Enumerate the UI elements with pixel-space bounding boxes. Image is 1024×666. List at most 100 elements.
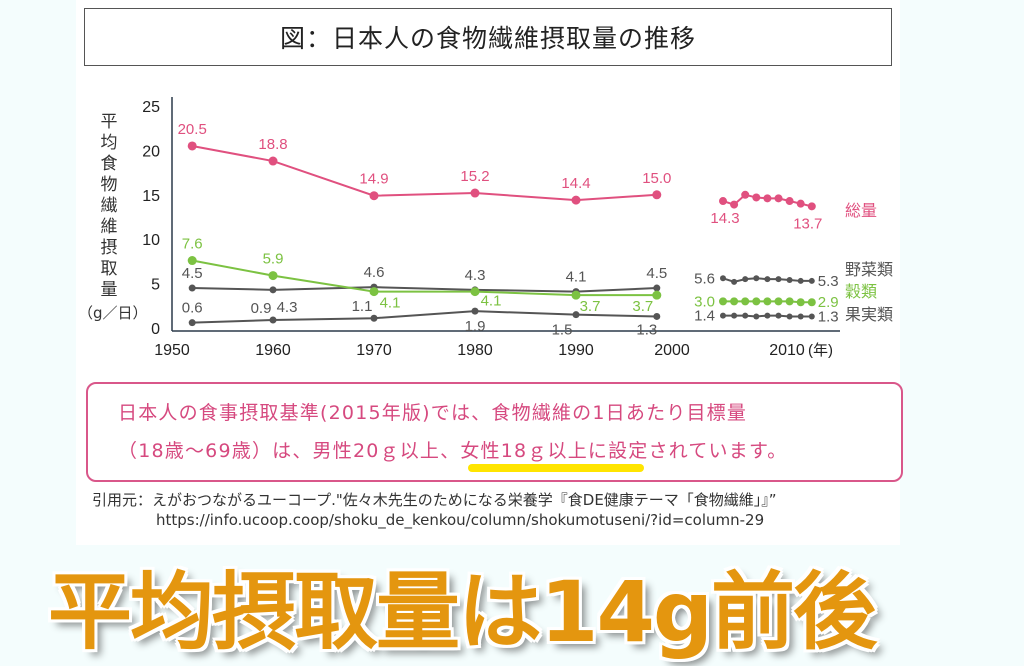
chart-title-box: 図：日本人の食物繊維摂取量の推移 [84, 8, 892, 66]
chart-title: 図：日本人の食物繊維摂取量の推移 [279, 24, 696, 53]
data-point [807, 202, 816, 211]
x-axis-unit: (年) [808, 342, 833, 359]
data-label: 5.6 [694, 270, 715, 287]
x-tick-label: 1990 [558, 342, 594, 359]
data-point [187, 141, 197, 151]
data-label: 0.9 [251, 300, 272, 317]
data-point [797, 277, 804, 284]
y-tick-label: 0 [151, 321, 160, 338]
data-point [652, 290, 662, 300]
data-point [571, 290, 581, 300]
data-label: 14.3 [710, 210, 739, 227]
series-line-1-early [192, 286, 657, 293]
data-label: 20.5 [178, 121, 207, 138]
data-label: 18.8 [258, 136, 287, 153]
data-point [571, 195, 581, 205]
data-label: 4.6 [364, 264, 385, 281]
data-point [785, 197, 794, 206]
data-label: 2.9 [818, 294, 839, 311]
data-point [719, 197, 727, 206]
data-label: 4.1 [380, 295, 401, 312]
y-axis-unit: （g／日） [78, 304, 148, 322]
series-group [187, 141, 816, 327]
data-point [753, 313, 760, 320]
data-label: 14.4 [561, 175, 590, 192]
data-point [370, 314, 378, 322]
labels-group: 20.5 18.8 14.9 15.2 14.4 15.0 14.3 13.7 総量 4.5 4.3… [178, 121, 893, 339]
data-point [572, 311, 580, 319]
x-tick-label: 1970 [356, 342, 392, 359]
legend-1: 野菜類 [845, 261, 893, 279]
line-chart: 0 5 10 15 20 25 1950 1960 1970 1980 1990 2000 2010 (年… [142, 97, 893, 359]
series-line-2-early [192, 259, 657, 297]
data-point [653, 312, 661, 320]
data-label: 3.0 [694, 293, 715, 310]
data-point [752, 193, 761, 202]
data-point [731, 278, 738, 285]
series-line-3-early [192, 310, 657, 324]
data-label: 1.9 [465, 318, 486, 335]
data-point [774, 297, 783, 306]
data-label: 5.9 [263, 251, 284, 268]
data-point [741, 190, 750, 199]
data-label: 4.5 [182, 265, 203, 282]
y-tick-label: 10 [142, 232, 160, 249]
data-point [753, 275, 760, 282]
data-label: 5.3 [818, 273, 839, 290]
data-point [808, 313, 815, 320]
note-line-1: 日本人の食事摂取基準(2015年版)では、食物繊維の1日あたり目標量 [118, 402, 748, 424]
data-label: 1.5 [552, 322, 573, 339]
data-point [187, 256, 197, 266]
data-point [653, 284, 661, 292]
data-point [808, 277, 815, 284]
data-label: 14.9 [359, 171, 388, 188]
data-point [763, 194, 772, 203]
data-point [652, 190, 662, 200]
data-label: 1.1 [352, 298, 373, 315]
x-tick-label: 2010 [769, 342, 805, 359]
data-point [786, 313, 793, 320]
data-point [730, 297, 739, 306]
headline: 平均摂取量は14g前後 [48, 563, 877, 661]
data-point [785, 297, 794, 306]
y-tick-label: 15 [142, 188, 160, 205]
data-point [730, 200, 739, 209]
y-axis-label: 平均食物繊維摂取量 [100, 112, 118, 300]
x-tick-label: 1960 [255, 342, 291, 359]
data-point [470, 287, 480, 297]
x-tick-label: 1980 [457, 342, 493, 359]
y-tick-label: 5 [151, 277, 160, 294]
data-point [797, 313, 804, 320]
x-tick-label: 2000 [654, 342, 690, 359]
data-label: 4.5 [646, 265, 667, 282]
data-label: 1.3 [636, 321, 657, 338]
data-label: 7.6 [182, 236, 203, 253]
citation-url[interactable]: https://info.ucoop.coop/shoku_de_kenkou/… [156, 511, 765, 529]
data-point [269, 316, 277, 324]
data-label: 3.7 [580, 298, 601, 315]
data-point [774, 194, 783, 203]
data-point [741, 297, 750, 306]
axes: 0 5 10 15 20 25 1950 1960 1970 1980 1990 2000 2010 (年… [142, 97, 840, 359]
legend-3: 果実類 [845, 306, 893, 324]
highlight-underline [468, 464, 644, 472]
data-label: 13.7 [793, 215, 822, 232]
data-point [719, 297, 727, 306]
data-point [764, 312, 771, 319]
note-line-2: （18歳～69歳）は、男性20ｇ以上、女性18ｇ以上に設定されています。 [118, 440, 788, 462]
data-point [763, 297, 772, 306]
x-tick-label: 1950 [154, 342, 190, 359]
legend-0: 総量 [845, 202, 877, 220]
data-label: 1.4 [694, 308, 715, 325]
data-point [764, 276, 771, 283]
data-point [470, 188, 480, 198]
data-point [807, 298, 816, 307]
data-label: 4.3 [277, 299, 298, 316]
data-point [775, 276, 782, 283]
data-point [731, 312, 738, 319]
recommendation-note: 日本人の食事摂取基準(2015年版)では、食物繊維の1日あたり目標量 （18歳～… [86, 382, 903, 482]
y-tick-label: 25 [142, 99, 160, 116]
series-line-0-early [192, 144, 657, 202]
data-point [786, 277, 793, 284]
data-point [471, 307, 479, 315]
